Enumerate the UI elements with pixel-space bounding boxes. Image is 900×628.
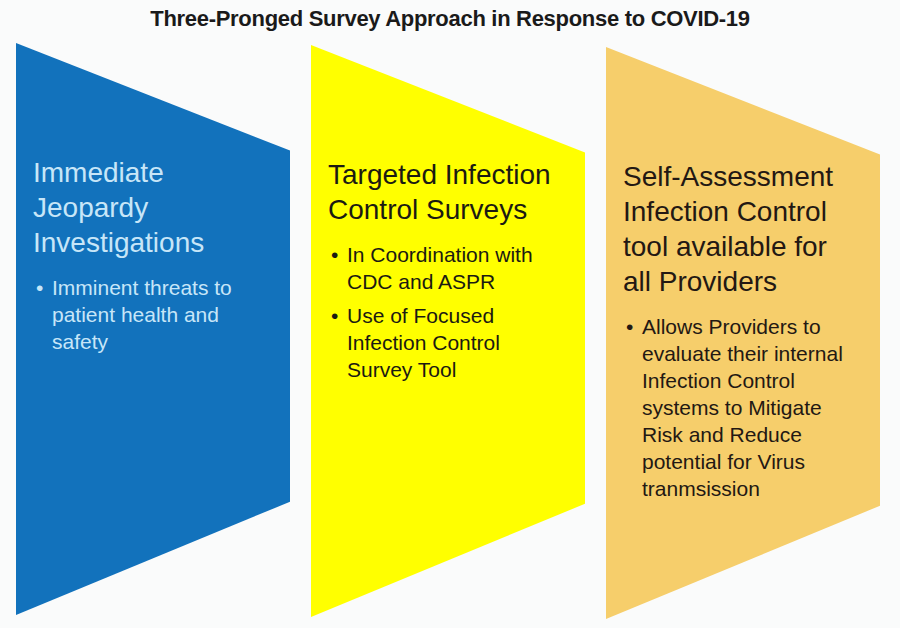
bullet-text: Imminent threats to patient health and s… [52, 274, 232, 355]
bullet-marker: • [33, 274, 52, 355]
bullet-item: • Allows Providers to evaluate their int… [623, 313, 872, 502]
panel-heading: Targeted Infection Control Surveys [328, 157, 577, 227]
panel-self-assessment-infection-control-tool: Self-Assessment Infection Control tool a… [606, 47, 880, 619]
bullet-marker: • [328, 302, 347, 383]
panel-immediate-jeopardy-investigations: Immediate Jeopardy Investigations • Immi… [16, 43, 290, 615]
diagram-title: Three-Pronged Survey Approach in Respons… [0, 6, 900, 32]
bullet-marker: • [328, 241, 347, 295]
bullet-text: Use of Focused Infection Control Survey … [347, 302, 500, 383]
bullet-text: In Coordination with CDC and ASPR [347, 241, 533, 295]
panel-row: Immediate Jeopardy Investigations • Immi… [16, 43, 880, 619]
bullet-item: • Use of Focused Infection Control Surve… [328, 302, 577, 383]
bullet-item: • In Coordination with CDC and ASPR [328, 241, 577, 295]
panel-content: Immediate Jeopardy Investigations • Immi… [16, 43, 290, 615]
panel-targeted-infection-control-surveys: Targeted Infection Control Surveys • In … [311, 45, 585, 617]
diagram-canvas: Three-Pronged Survey Approach in Respons… [0, 0, 900, 628]
panel-content: Targeted Infection Control Surveys • In … [311, 45, 585, 617]
panel-content: Self-Assessment Infection Control tool a… [606, 47, 880, 619]
panel-bullet-list: • Allows Providers to evaluate their int… [623, 313, 872, 502]
panel-heading: Self-Assessment Infection Control tool a… [623, 159, 872, 299]
bullet-marker: • [623, 313, 642, 502]
panel-heading: Immediate Jeopardy Investigations [33, 155, 282, 260]
panel-bullet-list: • In Coordination with CDC and ASPR • Us… [328, 241, 577, 383]
bullet-text: Allows Providers to evaluate their inter… [642, 313, 843, 502]
bullet-item: • Imminent threats to patient health and… [33, 274, 282, 355]
panel-bullet-list: • Imminent threats to patient health and… [33, 274, 282, 355]
